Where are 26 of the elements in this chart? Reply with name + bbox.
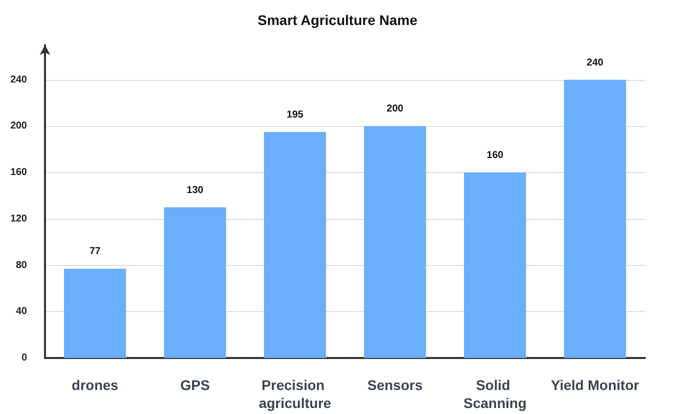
data-label: 195 bbox=[286, 109, 304, 120]
data-label: 130 bbox=[186, 184, 204, 196]
bar bbox=[164, 207, 226, 358]
bar bbox=[364, 126, 426, 358]
bar bbox=[564, 80, 626, 358]
bar bbox=[264, 132, 326, 358]
x-tick-label: GPS bbox=[180, 377, 210, 393]
y-tick-label: 0 bbox=[21, 352, 28, 364]
bar bbox=[464, 172, 526, 358]
x-tick-label: Yield Monitor bbox=[550, 377, 640, 393]
data-label: 160 bbox=[486, 150, 504, 162]
y-tick-label: 200 bbox=[10, 120, 28, 132]
data-label: 240 bbox=[586, 57, 604, 68]
y-tick-label: 40 bbox=[16, 306, 28, 318]
chart-title: Smart Agriculture Name bbox=[258, 12, 418, 28]
x-tick-label: Sensors bbox=[367, 377, 423, 393]
x-tick-label: Precision agriculture bbox=[258, 377, 332, 411]
y-tick-label: 160 bbox=[10, 167, 28, 178]
data-label: 77 bbox=[89, 246, 101, 258]
bar bbox=[64, 268, 126, 358]
data-label: 200 bbox=[386, 104, 404, 115]
y-tick-label: 240 bbox=[10, 74, 28, 86]
x-tick-label: Solid Scanning bbox=[463, 377, 527, 411]
y-tick-label: 120 bbox=[10, 213, 28, 224]
x-tick-label: drones bbox=[72, 377, 119, 393]
y-tick-label: 80 bbox=[16, 260, 28, 271]
